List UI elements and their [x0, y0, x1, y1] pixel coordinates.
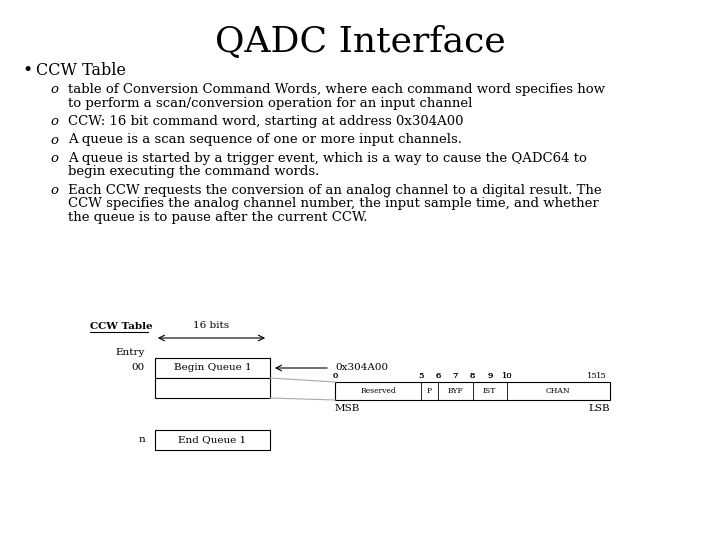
Text: 0: 0: [333, 372, 338, 380]
Text: CCW: 16 bit command word, starting at address 0x304A00: CCW: 16 bit command word, starting at ad…: [68, 115, 464, 128]
Text: P: P: [427, 387, 432, 395]
Text: CHAN: CHAN: [546, 387, 571, 395]
Text: •: •: [22, 62, 32, 79]
Text: begin executing the command words.: begin executing the command words.: [68, 165, 320, 179]
Text: 10: 10: [502, 372, 512, 380]
Text: 5: 5: [418, 372, 423, 380]
Text: Reserved: Reserved: [360, 387, 396, 395]
Text: CCW Table: CCW Table: [36, 62, 126, 79]
Text: table of Conversion Command Words, where each command word specifies how: table of Conversion Command Words, where…: [68, 83, 605, 96]
Text: 7: 7: [453, 372, 458, 380]
Text: o: o: [50, 133, 58, 146]
Text: o: o: [50, 115, 58, 128]
Text: QADC Interface: QADC Interface: [215, 25, 505, 59]
Text: 9: 9: [487, 372, 492, 380]
Text: 7: 7: [453, 372, 458, 380]
Text: o: o: [50, 184, 58, 197]
Text: Each CCW requests the conversion of an analog channel to a digital result. The: Each CCW requests the conversion of an a…: [68, 184, 602, 197]
Bar: [155, 430, 270, 450]
Text: 8: 8: [470, 372, 475, 380]
Text: 5: 5: [418, 372, 423, 380]
Text: Begin Queue 1: Begin Queue 1: [174, 363, 251, 373]
Text: 8: 8: [470, 372, 475, 380]
Bar: [335, 382, 610, 400]
Text: the queue is to pause after the current CCW.: the queue is to pause after the current …: [68, 211, 367, 224]
Text: 16 bits: 16 bits: [194, 321, 230, 330]
Text: 10: 10: [502, 372, 512, 380]
Text: A queue is started by a trigger event, which is a way to cause the QADC64 to: A queue is started by a trigger event, w…: [68, 152, 587, 165]
Text: BYF: BYF: [447, 387, 463, 395]
Text: MSB: MSB: [335, 404, 361, 413]
Text: End Queue 1: End Queue 1: [179, 435, 246, 444]
Text: 9: 9: [487, 372, 492, 380]
Text: CCW Table: CCW Table: [90, 322, 153, 331]
Text: n: n: [138, 435, 145, 444]
Bar: [155, 378, 270, 398]
Text: o: o: [50, 83, 58, 96]
Text: 0x304A00: 0x304A00: [335, 363, 388, 373]
Text: 6: 6: [436, 372, 441, 380]
Text: IST: IST: [483, 387, 496, 395]
Text: CCW specifies the analog channel number, the input sample time, and whether: CCW specifies the analog channel number,…: [68, 198, 599, 211]
Text: A queue is a scan sequence of one or more input channels.: A queue is a scan sequence of one or mor…: [68, 133, 462, 146]
Text: 0: 0: [333, 372, 338, 380]
Text: 6: 6: [436, 372, 441, 380]
Text: to perform a scan/conversion operation for an input channel: to perform a scan/conversion operation f…: [68, 97, 472, 110]
Text: 15: 15: [588, 372, 598, 380]
Text: 15: 15: [596, 372, 607, 380]
Text: Entry: Entry: [116, 348, 145, 357]
Text: 00: 00: [132, 363, 145, 373]
Text: LSB: LSB: [588, 404, 610, 413]
Text: o: o: [50, 152, 58, 165]
Bar: [155, 358, 270, 378]
